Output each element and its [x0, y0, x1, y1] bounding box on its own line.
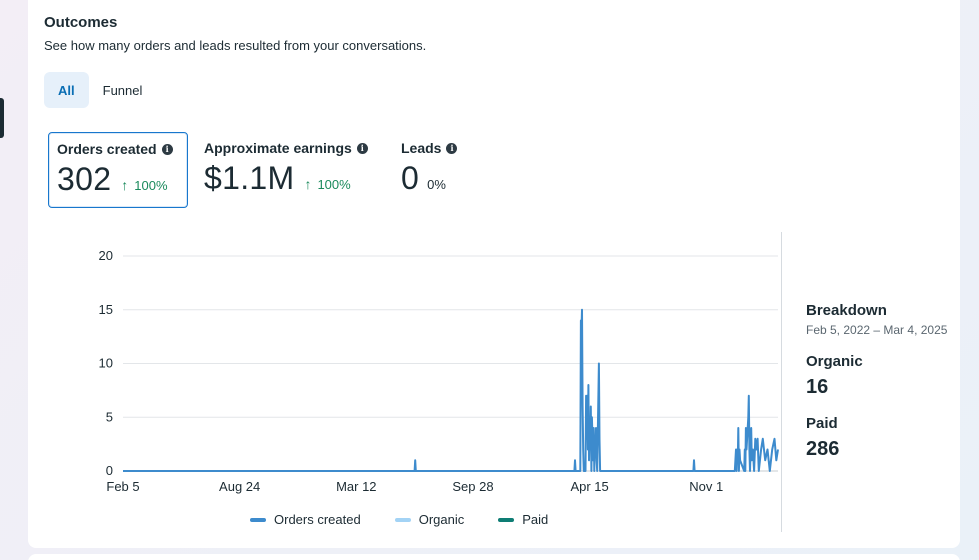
- legend-swatch: [498, 517, 515, 522]
- x-tick-label: Sep 28: [452, 479, 493, 494]
- breakdown-organic-label: Organic: [806, 353, 863, 370]
- info-icon[interactable]: i: [446, 142, 458, 154]
- tab-all[interactable]: All: [44, 72, 89, 108]
- metric-orders-created[interactable]: Orders created i 302 ↑ 100%: [48, 132, 188, 208]
- breakdown-title: Breakdown: [806, 302, 887, 319]
- outcomes-title: Outcomes: [44, 14, 118, 31]
- breakdown-panel: Breakdown Feb 5, 2022 – Mar 4, 2025 Orga…: [806, 302, 947, 461]
- legend-item-orders-created[interactable]: Orders created: [250, 512, 361, 527]
- x-tick-label: Feb 5: [106, 479, 139, 494]
- metric-change: 100%: [134, 178, 168, 193]
- metric-value: $1.1M: [204, 160, 295, 196]
- metric-leads[interactable]: Leads i 0 0%: [393, 132, 483, 208]
- legend-swatch: [250, 517, 266, 522]
- y-tick-label: 10: [99, 356, 113, 371]
- legend-swatch: [394, 517, 411, 522]
- breakdown-paid-value: 286: [806, 438, 840, 460]
- series-line-orders-created: [123, 308, 779, 472]
- arrow-up-icon: ↑: [304, 176, 312, 192]
- breakdown-organic-value: 16: [806, 376, 829, 398]
- divider: [781, 232, 782, 532]
- metric-change: 0%: [427, 177, 446, 192]
- x-tick-label: Nov 1: [689, 479, 723, 494]
- metric-label: Orders created: [57, 141, 157, 157]
- legend-label: Organic: [418, 512, 465, 527]
- orders-chart-svg: 0 5 10 15 20 Feb 5 Aug 24 Mar 12 Sep 28 Apr 15 Nov…: [99, 248, 779, 494]
- legend-label: Orders created: [274, 512, 361, 527]
- breakdown-range: Feb 5, 2022 – Mar 4, 2025: [806, 323, 948, 337]
- orders-chart: 0 5 10 15 20 Feb 5 Aug 24 Mar 12 Sep 28 Apr 15 Nov…: [78, 240, 788, 540]
- arrow-up-icon: ↑: [121, 177, 129, 193]
- tab-funnel[interactable]: Funnel: [102, 82, 143, 98]
- metric-approximate-earnings[interactable]: Approximate earnings i $1.1M ↑ 100%: [196, 132, 386, 208]
- legend-label: Paid: [522, 512, 549, 527]
- metric-label: Approximate earnings: [204, 140, 352, 156]
- x-tick-label: Apr 15: [570, 479, 608, 494]
- next-card-edge: [28, 554, 960, 560]
- side-nav-indicator: [0, 98, 4, 138]
- outcomes-card: Outcomes See how many orders and leads r…: [28, 0, 960, 548]
- chart-legend: Orders created Organic Paid: [250, 512, 548, 527]
- view-tabs: All Funnel: [44, 72, 156, 108]
- y-tick-label: 5: [106, 409, 113, 424]
- metric-label: Leads: [401, 140, 442, 156]
- metric-change: 100%: [317, 177, 351, 192]
- legend-item-organic[interactable]: Organic: [394, 512, 465, 527]
- metric-value: 302: [57, 161, 112, 197]
- x-tick-label: Mar 12: [336, 479, 376, 494]
- info-icon[interactable]: i: [161, 143, 173, 155]
- y-tick-label: 0: [106, 463, 113, 478]
- breakdown-paid-label: Paid: [806, 415, 838, 432]
- info-icon[interactable]: i: [356, 142, 368, 154]
- y-tick-label: 15: [99, 302, 113, 317]
- outcomes-subtitle: See how many orders and leads resulted f…: [44, 38, 427, 53]
- x-tick-label: Aug 24: [219, 479, 260, 494]
- legend-item-paid[interactable]: Paid: [498, 512, 548, 527]
- metric-value: 0: [401, 160, 420, 196]
- y-tick-label: 20: [99, 248, 113, 263]
